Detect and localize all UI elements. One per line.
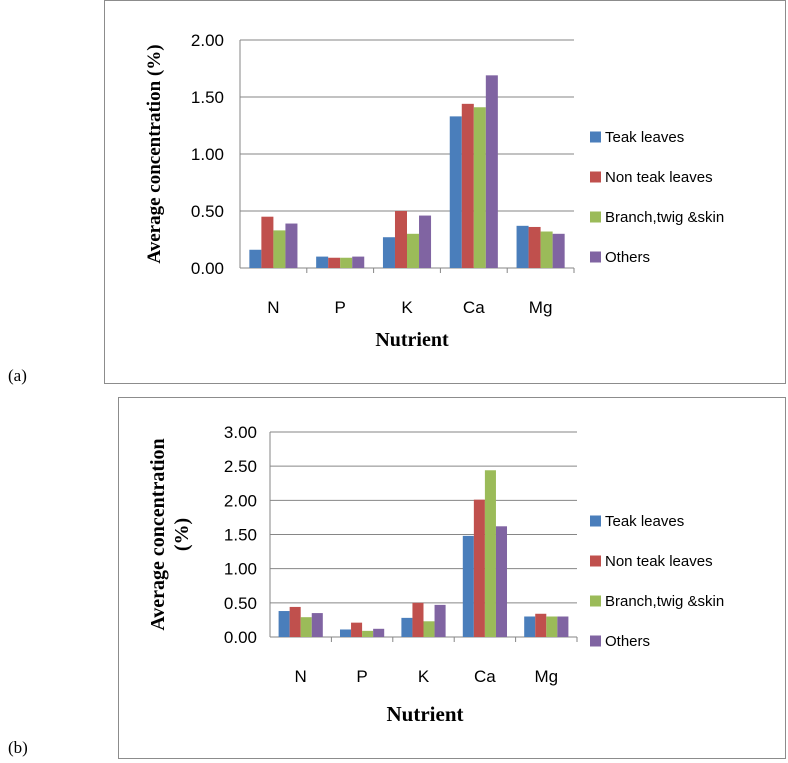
bar-mg-series-1 [516, 225, 529, 268]
bar-k-series-1 [401, 617, 413, 637]
bar-k-series-3 [407, 233, 420, 268]
bar-k-series-2 [412, 602, 424, 637]
legend-label: Others [605, 633, 650, 650]
bar-mg-series-2 [535, 613, 547, 637]
panel-label-a: (a) [8, 366, 27, 385]
bar-n-series-4 [311, 613, 323, 637]
bar-ca-series-4 [485, 75, 498, 268]
bar-p-series-3 [362, 630, 374, 637]
x-tick-label: N [267, 298, 279, 317]
bar-k-series-4 [434, 604, 446, 637]
y-tick-label: 1.50 [224, 526, 257, 545]
bar-mg-series-2 [528, 226, 541, 268]
bar-p-series-1 [339, 629, 352, 637]
legend-swatch [590, 555, 601, 567]
bar-p-series-3 [340, 257, 353, 268]
x-tick-label: N [295, 667, 307, 686]
legend-swatch [590, 211, 601, 223]
bar-ca-series-2 [461, 103, 474, 268]
bar-k-series-4 [419, 215, 432, 268]
panel-label-b: (b) [8, 738, 28, 757]
y-axis-title: Average concentration (%) [144, 44, 165, 263]
bar-p-series-2 [351, 622, 363, 637]
legend-swatch [590, 251, 601, 263]
x-axis-title: Nutrient [375, 329, 449, 351]
x-tick-label: P [356, 667, 367, 686]
x-tick-label: K [401, 298, 413, 317]
x-tick-label: P [335, 298, 346, 317]
y-tick-label: 0.50 [224, 594, 257, 613]
legend-label: Branch,twig &skin [605, 209, 724, 226]
legend-swatch [590, 515, 601, 527]
bar-n-series-1 [249, 249, 262, 268]
bar-p-series-4 [373, 628, 385, 637]
y-tick-label: 2.50 [224, 457, 257, 476]
bar-p-series-2 [328, 257, 341, 268]
legend-label: Branch,twig &skin [605, 593, 724, 610]
x-tick-label: K [418, 667, 430, 686]
bar-n-series-2 [289, 606, 301, 637]
bar-p-series-1 [316, 256, 329, 268]
chart-frame-b [118, 397, 786, 759]
legend-swatch [590, 595, 601, 607]
y-axis-title-line: (%) [171, 518, 193, 551]
legend: Teak leaves Non teak leaves Branch,twig &s… [590, 129, 724, 266]
bar-mg-series-1 [524, 616, 536, 637]
legend-swatch [590, 171, 601, 183]
bar-ca-series-2 [473, 499, 485, 637]
chart-b: 0.00 0.50 1.00 1.50 2.00 2.50 3.00 N P K Ca Mg Nutri… [147, 423, 724, 726]
x-axis-title: Nutrient [387, 702, 464, 726]
bar-ca-series-3 [473, 107, 486, 268]
bar-ca-series-1 [449, 116, 462, 268]
bar-mg-series-4 [552, 233, 565, 268]
bar-ca-series-3 [484, 470, 496, 637]
y-tick-label: 3.00 [224, 423, 257, 442]
bar-k-series-2 [394, 211, 407, 268]
bar-n-series-3 [300, 617, 312, 637]
bar-p-series-4 [352, 256, 365, 268]
bar-n-series-2 [261, 216, 274, 268]
x-tick-label: Ca [463, 298, 485, 317]
y-axis-title-line: Average concentration [147, 438, 169, 630]
legend-label: Non teak leaves [605, 553, 713, 570]
legend-label: Teak leaves [605, 129, 684, 146]
bar-mg-series-3 [540, 231, 553, 268]
legend-swatch [590, 131, 601, 143]
x-tick-label: Mg [534, 667, 558, 686]
chart-a: 0.00 0.50 1.00 1.50 2.00 N P K Ca Mg Nutrient Avera… [144, 31, 724, 351]
legend-swatch [590, 635, 601, 647]
y-tick-label: 0.00 [191, 259, 224, 278]
bar-n-series-1 [278, 611, 290, 637]
legend-label: Non teak leaves [605, 169, 713, 186]
bar-n-series-3 [273, 230, 286, 268]
bar-mg-series-4 [557, 616, 569, 637]
y-tick-label: 0.50 [191, 202, 224, 221]
y-tick-label: 1.00 [224, 560, 257, 579]
y-tick-label: 1.00 [191, 145, 224, 164]
bar-ca-series-1 [462, 535, 474, 637]
x-tick-label: Mg [529, 298, 553, 317]
y-tick-label: 2.00 [224, 491, 257, 510]
bar-n-series-4 [285, 223, 298, 268]
bar-k-series-1 [382, 237, 395, 268]
legend-label: Teak leaves [605, 513, 684, 530]
bar-k-series-3 [423, 621, 435, 637]
y-tick-label: 0.00 [224, 628, 257, 647]
bar-ca-series-4 [495, 526, 508, 637]
legend-label: Others [605, 249, 650, 266]
y-tick-label: 1.50 [191, 88, 224, 107]
legend: Teak leaves Non teak leaves Branch,twig &s… [590, 513, 724, 650]
x-tick-label: Ca [474, 667, 496, 686]
bar-mg-series-3 [546, 616, 558, 637]
y-tick-label: 2.00 [191, 31, 224, 50]
chart-frame-a [104, 0, 786, 384]
